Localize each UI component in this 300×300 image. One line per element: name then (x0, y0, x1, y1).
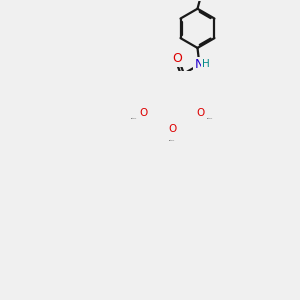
Text: methoxy: methoxy (169, 140, 176, 141)
Text: methoxy: methoxy (131, 118, 138, 119)
Text: O: O (168, 124, 176, 134)
Text: O: O (172, 52, 182, 65)
Text: N: N (195, 58, 204, 71)
Text: methoxy: methoxy (207, 118, 213, 119)
Text: O: O (197, 108, 205, 118)
Text: O: O (140, 108, 148, 118)
Text: H: H (202, 59, 210, 69)
